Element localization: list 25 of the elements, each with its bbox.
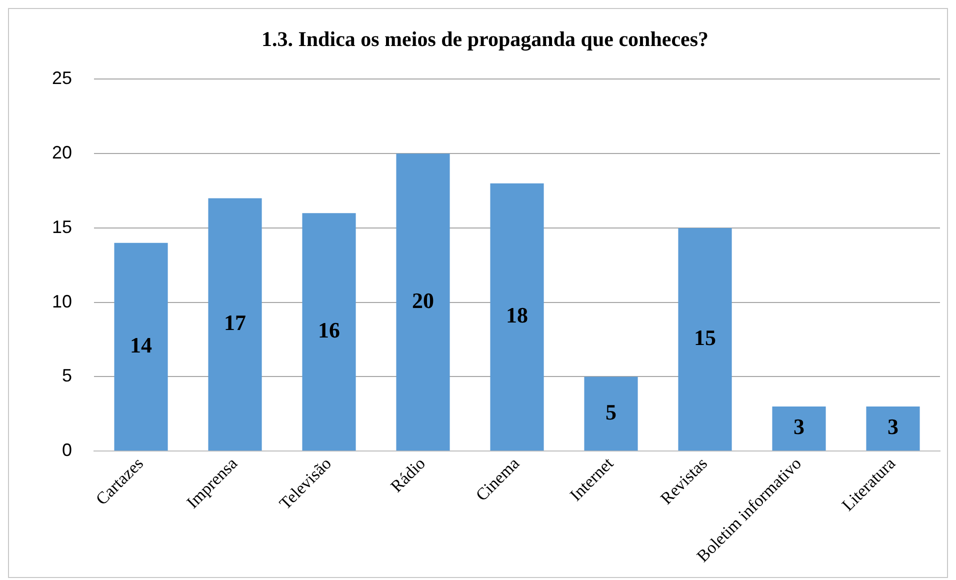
data-label: 5: [606, 399, 617, 424]
bar: [584, 376, 638, 451]
bar: [772, 406, 826, 451]
y-tick-label: 15: [52, 216, 72, 237]
y-tick-label: 0: [62, 440, 72, 460]
y-tick-label: 5: [62, 366, 72, 386]
y-tick-label: 20: [52, 142, 72, 163]
bar: [302, 213, 356, 451]
data-label: 14: [130, 332, 152, 358]
y-tick-label: 10: [52, 291, 72, 312]
chart-title: 1.3. Indica os meios de propaganda que conheces?: [261, 27, 709, 52]
data-label: 15: [694, 324, 716, 350]
bar: [396, 154, 450, 451]
data-label: 20: [412, 288, 434, 313]
bar: [114, 242, 168, 451]
bar: [866, 406, 920, 451]
data-label: 3: [888, 414, 898, 440]
bar: [208, 198, 262, 451]
y-tick-label: 25: [52, 68, 72, 88]
data-label: 3: [794, 414, 805, 440]
bar: [490, 183, 544, 451]
data-label: 17: [224, 310, 246, 336]
data-label: 18: [506, 302, 528, 328]
bar: [678, 228, 732, 451]
data-label: 16: [318, 318, 340, 343]
